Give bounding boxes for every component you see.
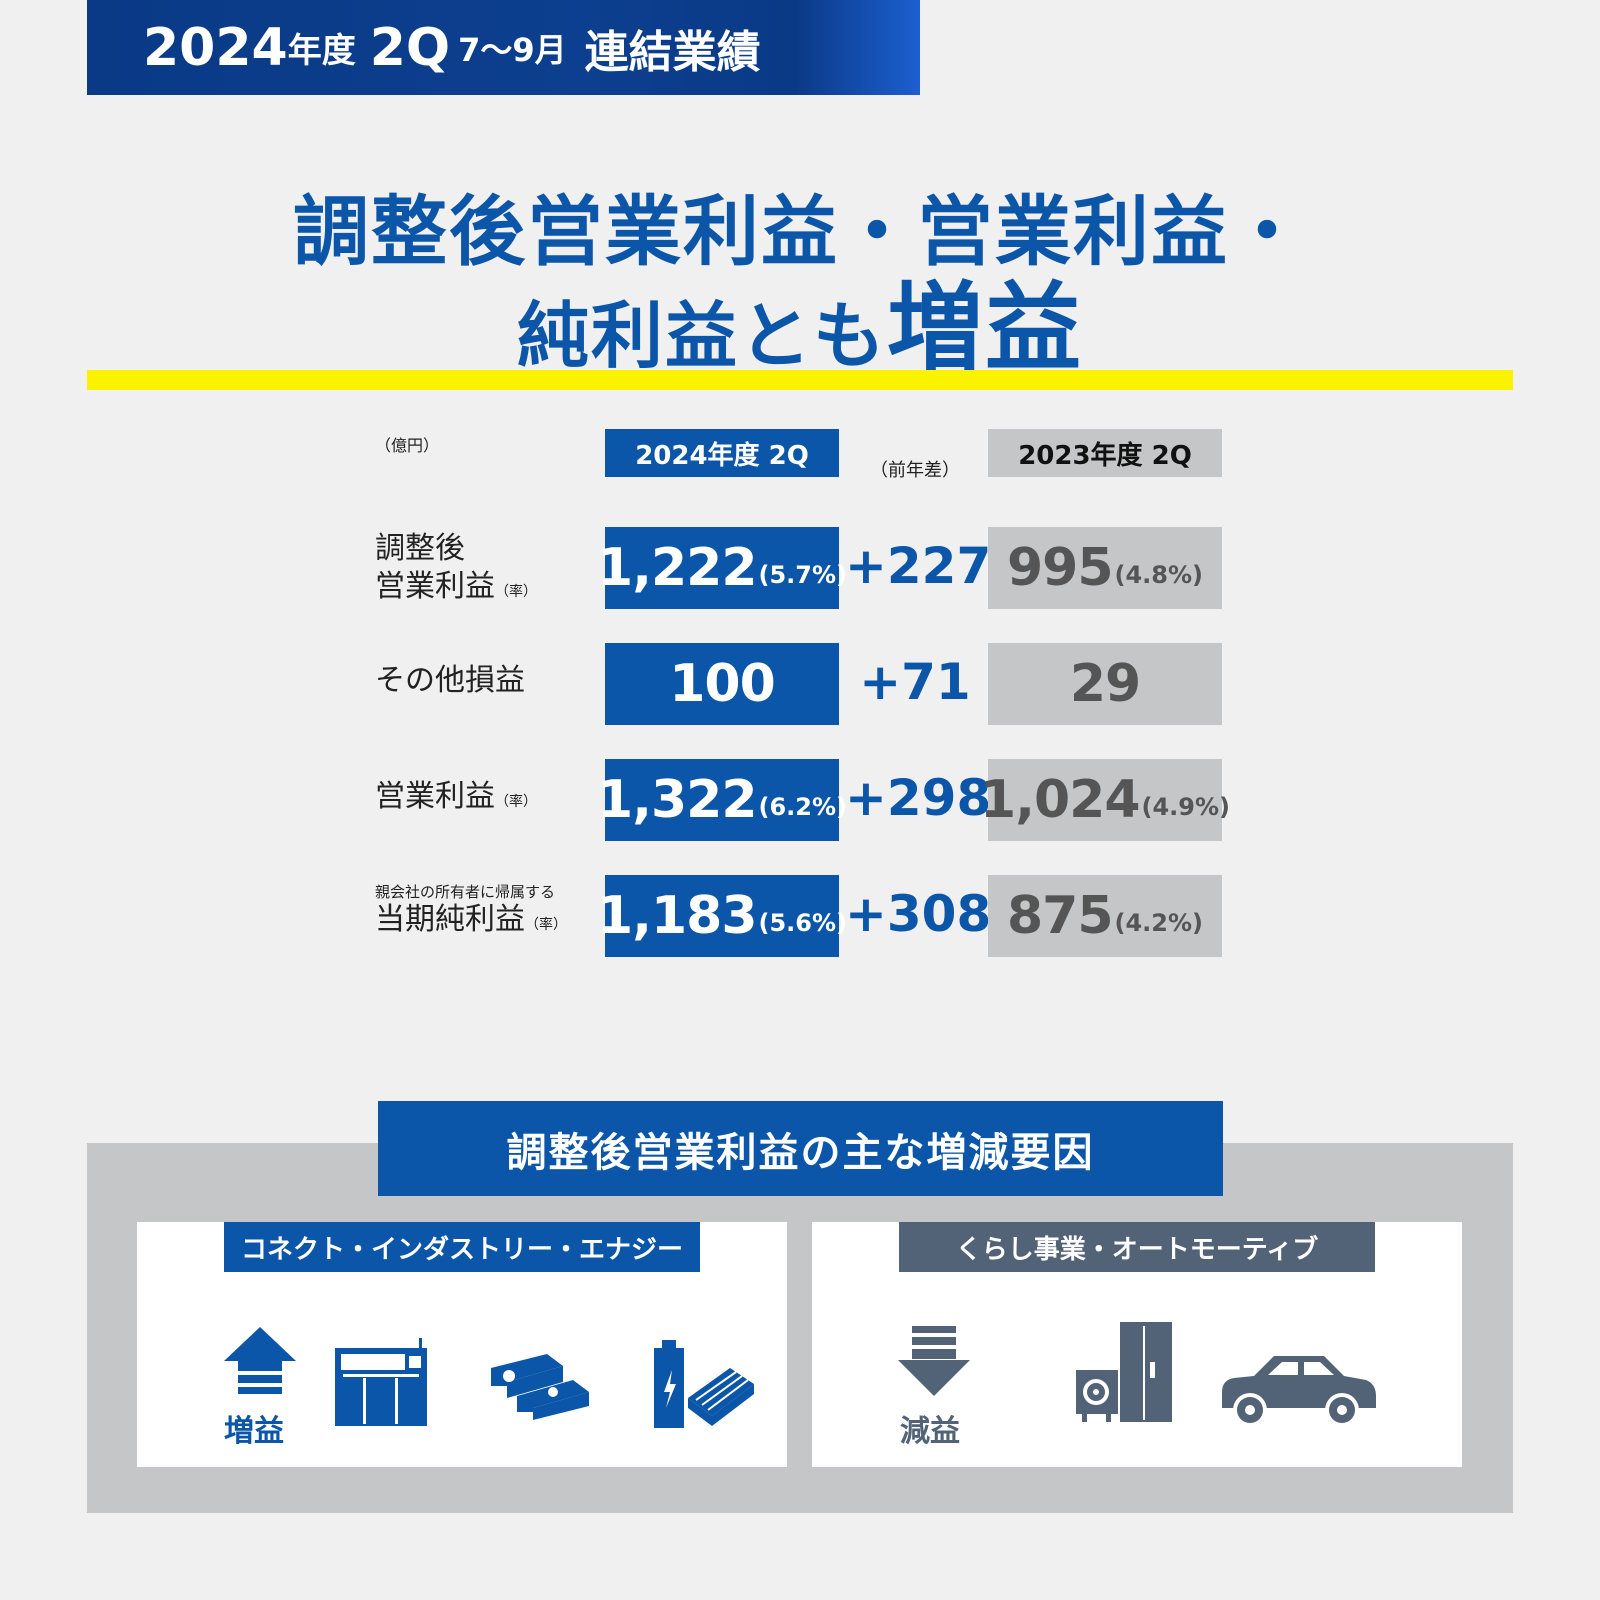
row-label-line1: 当期純利益 [375, 902, 525, 937]
banner-title: 連結業績 [584, 26, 761, 78]
cell-diff: +298 [845, 769, 992, 827]
row-label-line1: その他損益 [375, 663, 525, 698]
cell-diff: +227 [845, 537, 992, 595]
headline-emphasis: 増益 [887, 272, 1083, 384]
increase-label: 増益 [224, 1414, 284, 1449]
cell-current-rate: (6.2%) [758, 793, 848, 821]
segment-tag-left: コネクト・インダストリー・エナジー [224, 1222, 700, 1272]
cell-prev-value: 875 [1006, 886, 1114, 946]
row-label-line1: 調整後 [375, 531, 465, 566]
row-label-net-income: 親会社の所有者に帰属する 当期純利益（率） [375, 883, 567, 944]
car-icon [1222, 1356, 1376, 1427]
table-unit: （億円） [375, 436, 440, 455]
battery-modules-icon [491, 1354, 589, 1420]
cell-prev: 29 [988, 643, 1222, 725]
cell-current: 1,222 (5.7%) [597, 527, 847, 609]
cell-current-value: 1,183 [597, 886, 757, 946]
cell-diff: +308 [845, 885, 992, 943]
headline-line2: 純利益とも増益 [0, 250, 1600, 389]
headline-line2-prefix: 純利益とも [516, 294, 887, 378]
cell-prev-rate: (4.2%) [1114, 909, 1204, 937]
cell-current-value: 100 [669, 654, 776, 714]
down-arrow-icon [898, 1326, 970, 1396]
banner-year: 2024 [143, 17, 288, 78]
up-arrow-icon [224, 1327, 296, 1394]
column-header-current: 2024年度 2Q [605, 429, 839, 477]
industrial-equipment-icon [335, 1338, 427, 1426]
row-label-op: 営業利益（率） [375, 778, 537, 821]
banner-months: 7～9月 [458, 30, 567, 69]
heat-pump-icon [1076, 1322, 1172, 1422]
cell-prev-value: 1,024 [980, 770, 1140, 830]
cell-prev: 995 (4.8%) [988, 527, 1222, 609]
battery-cell-icon [654, 1340, 754, 1428]
row-label-small: 親会社の所有者に帰属する [375, 883, 556, 901]
row-label-note: （率） [525, 917, 567, 933]
banner-year-unit: 年度 [287, 31, 356, 71]
cell-current: 100 [605, 643, 839, 725]
cell-prev-value: 29 [1069, 654, 1141, 714]
row-label-line2: 営業利益 [375, 569, 495, 604]
cell-current-rate: (5.7%) [758, 561, 848, 589]
header-banner: 2024 年度 2Q 7～9月 連結業績 [87, 0, 920, 95]
cell-prev-value: 995 [1006, 538, 1114, 598]
cell-prev: 1,024 (4.9%) [980, 759, 1230, 841]
cell-current-value: 1,222 [597, 538, 757, 598]
cell-prev: 875 (4.2%) [988, 875, 1222, 957]
banner-quarter: 2Q [369, 17, 451, 78]
row-label-line1: 営業利益 [375, 779, 495, 814]
cell-current: 1,322 (6.2%) [597, 759, 847, 841]
cell-prev-rate: (4.9%) [1141, 793, 1231, 821]
cell-current-value: 1,322 [597, 770, 757, 830]
factors-title: 調整後営業利益の主な増減要因 [378, 1101, 1223, 1196]
cell-diff: +71 [859, 653, 971, 711]
accent-divider [87, 370, 1513, 390]
cell-current-rate: (5.6%) [758, 909, 848, 937]
headline-line1: 調整後営業利益・営業利益・ [293, 187, 1307, 276]
row-label-note: （率） [495, 584, 537, 600]
cell-prev-rate: (4.8%) [1114, 561, 1204, 589]
column-header-diff: （前年差） [870, 460, 960, 481]
column-header-prev: 2023年度 2Q [988, 429, 1222, 477]
segment-tag-right: くらし事業・オートモーティブ [899, 1222, 1375, 1272]
row-label-other: その他損益 [375, 662, 525, 700]
decrease-label: 減益 [900, 1414, 960, 1449]
row-label-note: （率） [495, 794, 537, 810]
row-label-adjusted-op: 調整後 営業利益（率） [375, 530, 537, 611]
cell-current: 1,183 (5.6%) [597, 875, 847, 957]
